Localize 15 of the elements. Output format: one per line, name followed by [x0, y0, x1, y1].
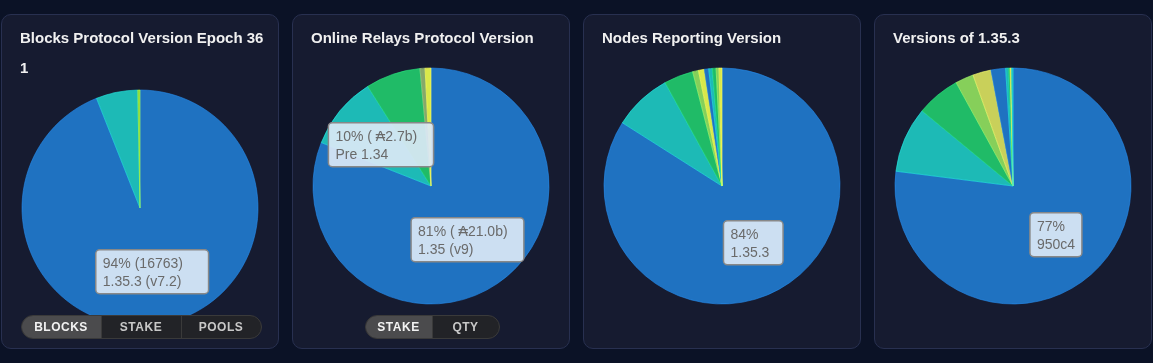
slice-label: Pre 1.34 [335, 145, 389, 162]
toggle-buttons: STAKE QTY [293, 315, 571, 339]
slice-label: 1.35.3 [730, 243, 770, 260]
chart-title: Online Relays Protocol Version [311, 28, 535, 48]
chart-title: Blocks Protocol Version Epoch 361 [20, 28, 265, 78]
data-label: 77% [1036, 217, 1065, 234]
chart-title: Nodes Reporting Version [602, 28, 783, 48]
data-label: 81% ( ₳21.0b) [418, 222, 508, 239]
data-label: 84% [730, 225, 759, 242]
slice-label: 950c4 [1036, 235, 1076, 252]
data-label: 10% ( ₳2.7b) [335, 127, 418, 144]
data-label: 94% (16763) [102, 254, 183, 271]
chart-title: Versions of 1.35.3 [893, 28, 1021, 48]
slice-label: 1.35 (v9) [418, 240, 474, 257]
slice-label: 1.35.3 (v7.2) [102, 272, 182, 289]
